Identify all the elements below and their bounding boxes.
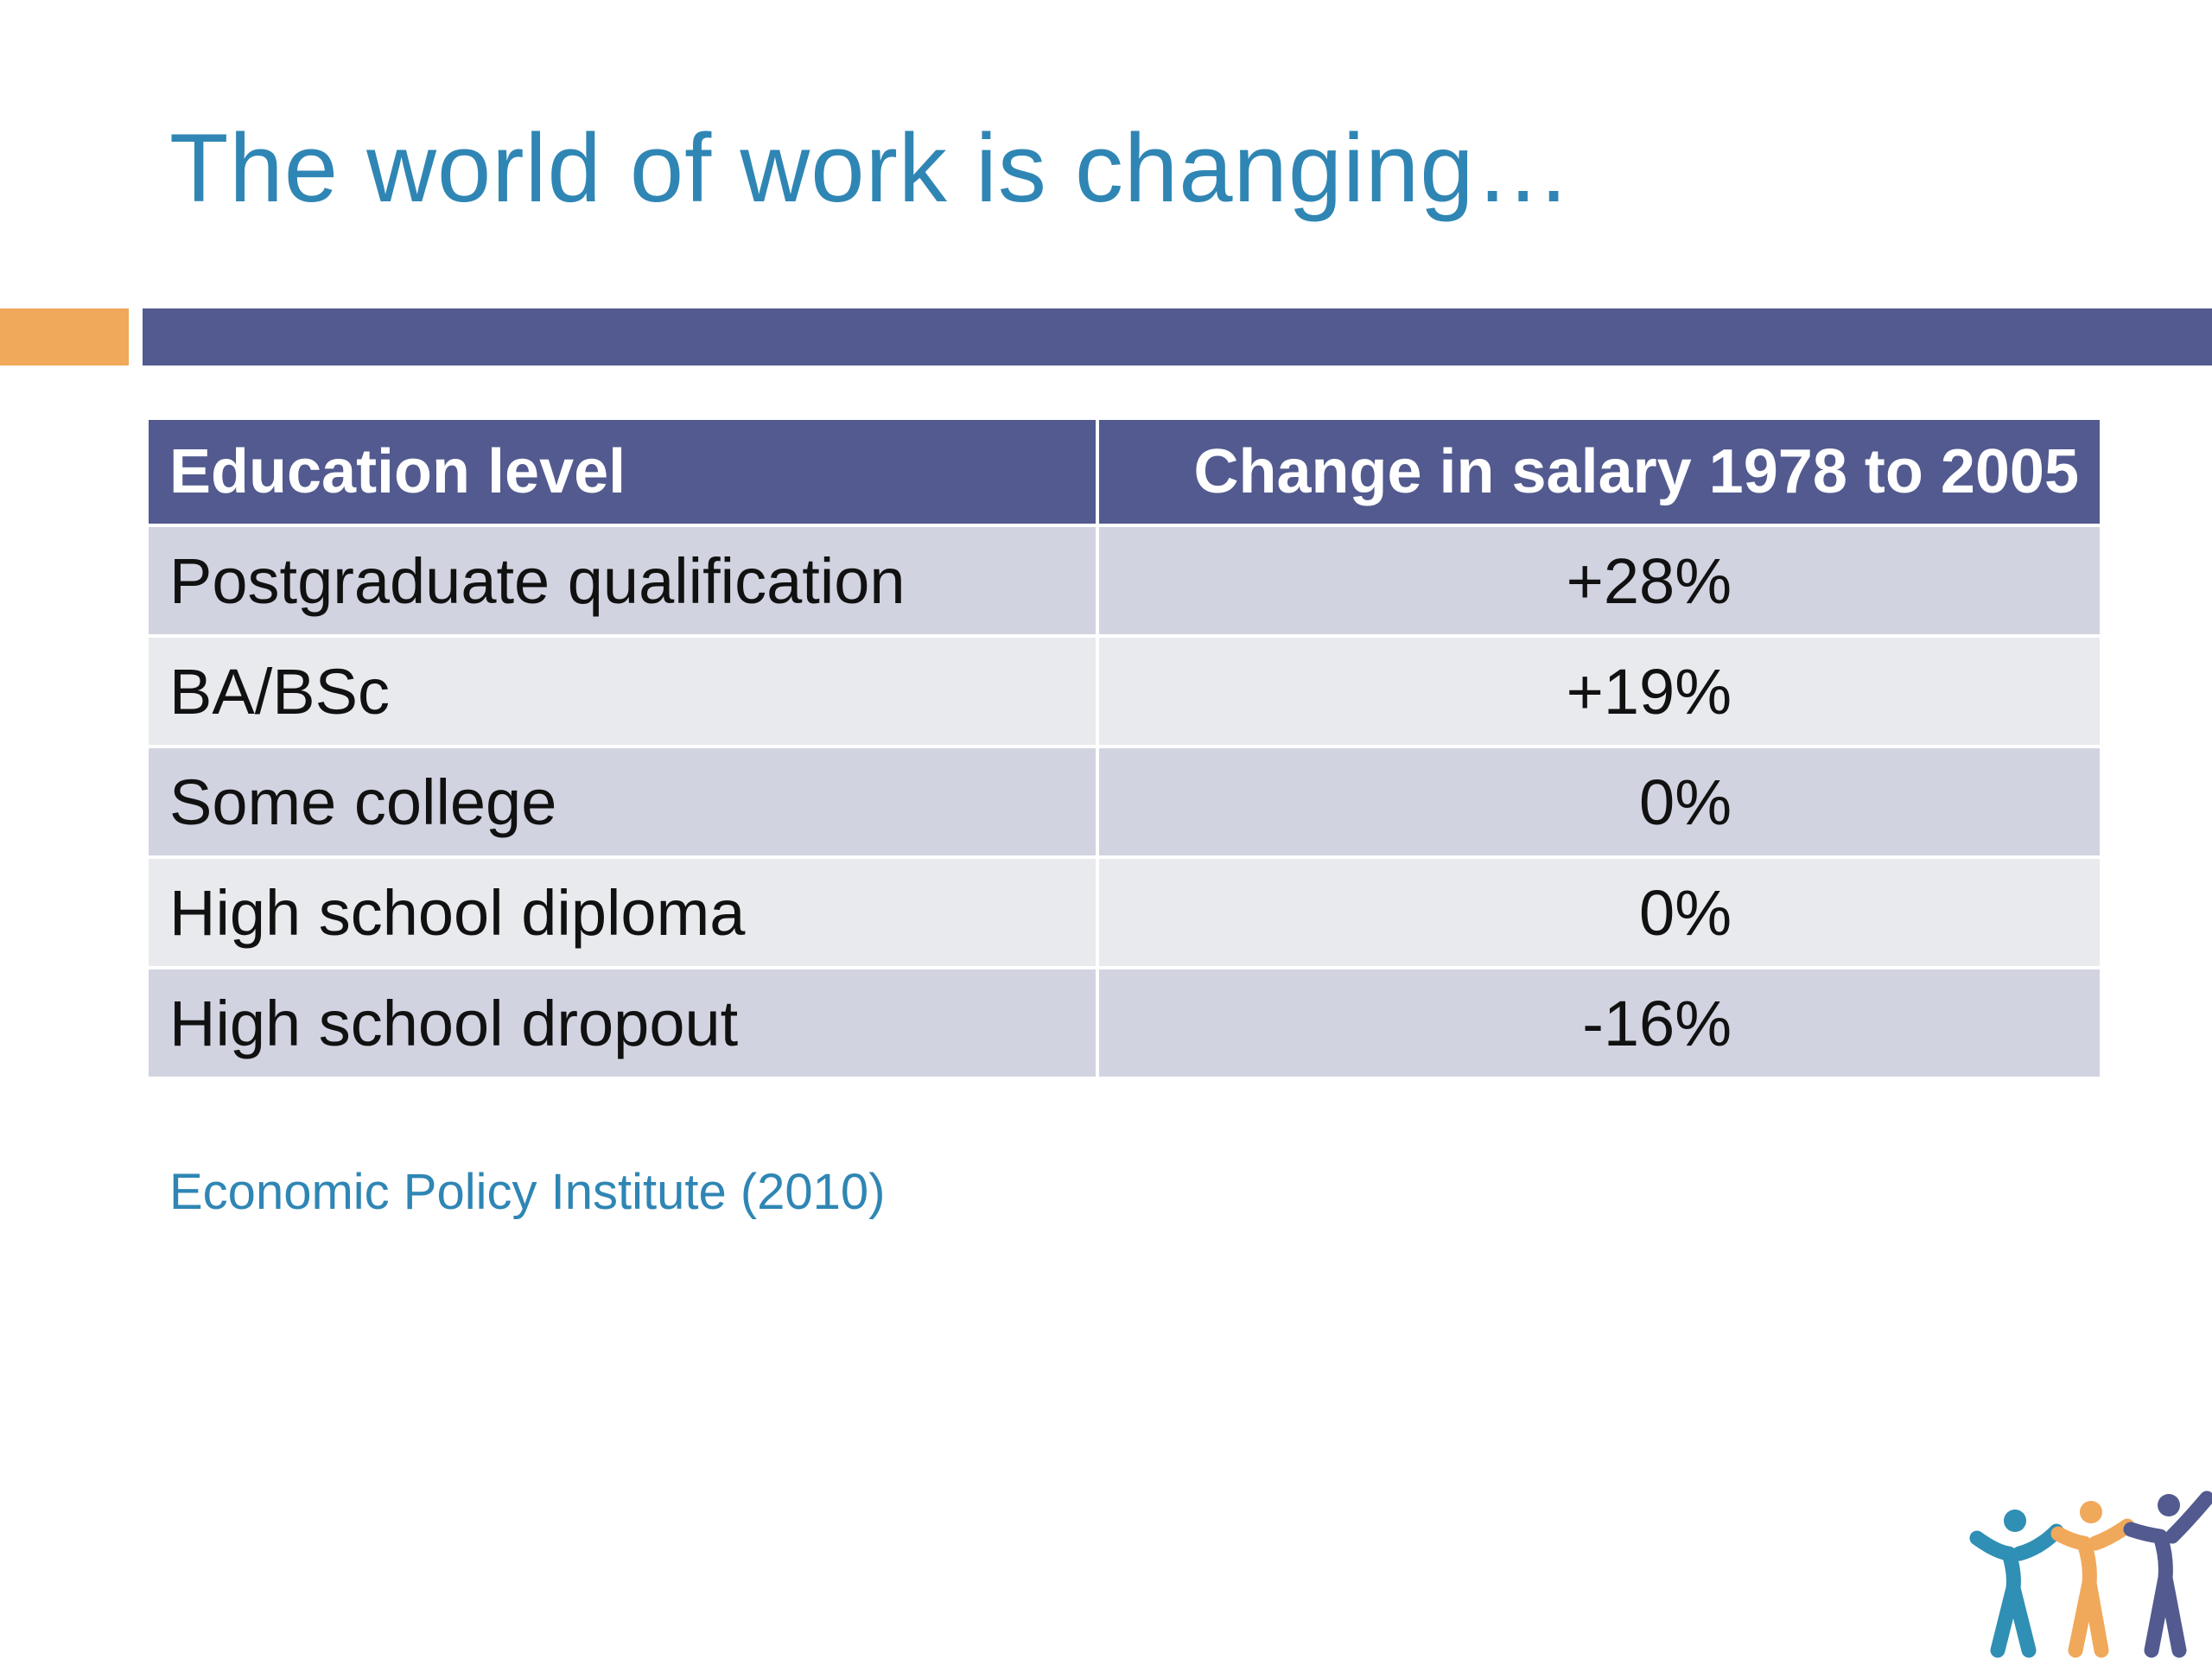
three-people-cheering-icon	[1969, 1491, 2212, 1658]
table-row: Some college 0%	[145, 745, 2103, 859]
slide-title: The world of work is changing…	[169, 114, 1573, 222]
title-divider-bar	[143, 308, 2212, 365]
table-row: BA/BSc +19%	[145, 634, 2103, 748]
person-figure-teal	[1969, 1510, 2064, 1658]
header-salary-change: Change in salary 1978 to 2005	[1096, 416, 2103, 527]
source-citation: Economic Policy Institute (2010)	[169, 1164, 886, 1220]
header-education-level: Education level	[145, 416, 1099, 527]
table-row: High school dropout -16%	[145, 966, 2103, 1080]
person-figure-blue	[2123, 1491, 2212, 1658]
salary-change-table: Education level Change in salary 1978 to…	[145, 416, 2103, 1080]
education-cell: High school dropout	[145, 966, 1099, 1080]
salary-change-cell: -16%	[1096, 966, 2103, 1080]
table-row: Postgraduate qualification +28%	[145, 524, 2103, 638]
table-header-row: Education level Change in salary 1978 to…	[145, 416, 2103, 527]
education-cell: Some college	[145, 745, 1099, 859]
salary-change-cell: +19%	[1096, 634, 2103, 748]
table-row: High school diploma 0%	[145, 855, 2103, 969]
salary-change-cell: 0%	[1096, 855, 2103, 969]
title-accent-block	[0, 308, 129, 365]
education-cell: Postgraduate qualification	[145, 524, 1099, 638]
salary-change-cell: +28%	[1096, 524, 2103, 638]
education-cell: High school diploma	[145, 855, 1099, 969]
salary-change-cell: 0%	[1096, 745, 2103, 859]
person-figure-orange	[2050, 1501, 2135, 1658]
education-cell: BA/BSc	[145, 634, 1099, 748]
